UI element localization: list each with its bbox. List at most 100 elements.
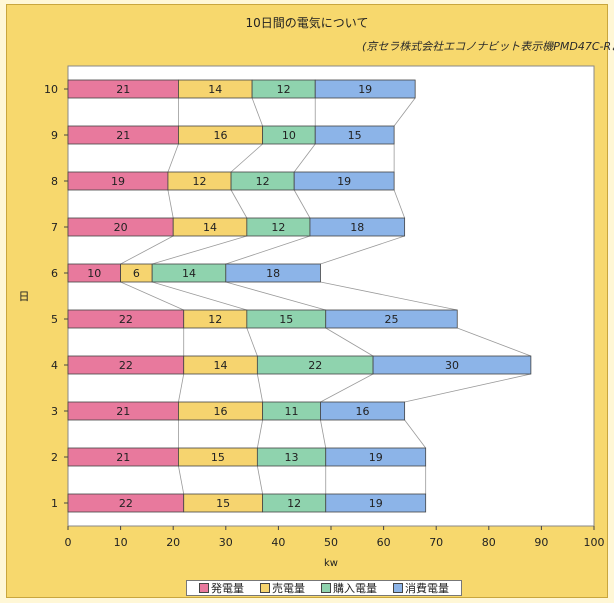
series-line: [404, 373, 531, 403]
x-tick-label: 40: [271, 536, 285, 549]
y-tick-label: 4: [51, 359, 58, 372]
y-tick-label: 9: [51, 129, 58, 142]
x-tick-label: 10: [114, 536, 128, 549]
bar-value-label: 19: [369, 451, 383, 464]
bar-value-label: 14: [214, 359, 228, 372]
bar-segment: [314, 79, 416, 99]
bar-segment: [309, 217, 406, 237]
bar-segment: [320, 401, 406, 421]
bar-value-label: 10: [282, 129, 296, 142]
bar-segment: [293, 171, 395, 191]
legend-swatch: [393, 583, 403, 593]
bar-value-label: 15: [348, 129, 362, 142]
series-line: [178, 465, 185, 495]
y-tick-label: 2: [51, 451, 58, 464]
bar-value-label: 19: [369, 497, 383, 510]
series-line: [251, 97, 263, 127]
legend-swatch: [199, 583, 209, 593]
bar-value-label: 12: [271, 221, 285, 234]
legend-swatch: [321, 583, 331, 593]
series-line: [120, 281, 184, 311]
bar-value-label: 22: [119, 313, 133, 326]
series-line: [230, 189, 248, 219]
bar-value-label: 12: [256, 175, 270, 188]
legend-item: 発電量: [199, 580, 244, 596]
series-line: [320, 235, 405, 265]
bar-value-label: 13: [285, 451, 299, 464]
series-line: [225, 281, 326, 311]
legend-item: 売電量: [260, 580, 305, 596]
bar-value-label: 25: [384, 313, 398, 326]
series-line: [404, 419, 426, 449]
series-line: [320, 281, 458, 311]
bar-value-label: 12: [193, 175, 207, 188]
series-line: [167, 143, 179, 173]
bar-value-label: 18: [266, 267, 280, 280]
bar-value-label: 14: [182, 267, 196, 280]
bar-value-label: 15: [279, 313, 293, 326]
bar-value-label: 21: [116, 405, 130, 418]
chart-source-note: (京セラ株式会社エコノナビット表示機PMD47C-Rより): [362, 40, 614, 53]
legend-item: 消費電量: [393, 580, 449, 596]
x-tick-label: 100: [584, 536, 605, 549]
bar-value-label: 19: [337, 175, 351, 188]
y-tick-label: 1: [51, 497, 58, 510]
bar-value-label: 21: [116, 451, 130, 464]
bar-value-label: 20: [114, 221, 128, 234]
series-line: [293, 189, 311, 219]
series-line: [320, 373, 374, 403]
y-tick-label: 10: [44, 83, 58, 96]
bar-value-label: 30: [445, 359, 459, 372]
bar-segment: [325, 309, 458, 329]
bar-segment: [372, 355, 532, 375]
bar-segment: [325, 447, 427, 467]
bar-value-label: 16: [356, 405, 370, 418]
series-line: [152, 235, 247, 265]
x-tick-label: 80: [482, 536, 496, 549]
x-tick-label: 50: [324, 536, 338, 549]
bar-value-label: 16: [214, 405, 228, 418]
x-tick-label: 0: [65, 536, 72, 549]
x-tick-label: 60: [377, 536, 391, 549]
x-tick-label: 70: [429, 536, 443, 549]
series-line: [320, 419, 327, 449]
bar-value-label: 11: [285, 405, 299, 418]
series-line: [256, 465, 264, 495]
bar-value-label: 12: [277, 83, 291, 96]
bar-value-label: 12: [208, 313, 222, 326]
x-axis-label: kw: [324, 558, 338, 569]
bar-value-label: 21: [116, 129, 130, 142]
legend-label: 売電量: [272, 582, 305, 595]
legend: 発電量 売電量 購入電量 消費電量: [186, 580, 462, 596]
series-line: [225, 235, 311, 265]
bar-value-label: 18: [350, 221, 364, 234]
series-line: [393, 189, 406, 219]
x-tick-label: 20: [166, 536, 180, 549]
bar-value-label: 6: [133, 267, 140, 280]
legend-label: 購入電量: [333, 582, 377, 595]
series-line: [230, 143, 263, 173]
series-line: [325, 327, 374, 357]
bar-value-label: 22: [308, 359, 322, 372]
bar-value-label: 12: [287, 497, 301, 510]
series-line: [256, 373, 264, 403]
series-line: [167, 189, 174, 219]
bar-value-label: 22: [119, 359, 133, 372]
legend-item: 購入電量: [321, 580, 377, 596]
y-tick-label: 3: [51, 405, 58, 418]
series-line: [178, 373, 185, 403]
series-line: [393, 97, 416, 127]
bar-value-label: 16: [214, 129, 228, 142]
bar-value-label: 14: [208, 83, 222, 96]
legend-swatch: [260, 583, 270, 593]
y-tick-label: 7: [51, 221, 58, 234]
bar-value-label: 19: [111, 175, 125, 188]
chart-title: 10日間の電気について: [245, 16, 369, 30]
series-line: [256, 419, 264, 449]
bar-segment: [325, 493, 427, 513]
series-line: [152, 281, 247, 311]
legend-label: 発電量: [211, 582, 244, 595]
series-line: [293, 143, 316, 173]
bar-value-label: 14: [203, 221, 217, 234]
